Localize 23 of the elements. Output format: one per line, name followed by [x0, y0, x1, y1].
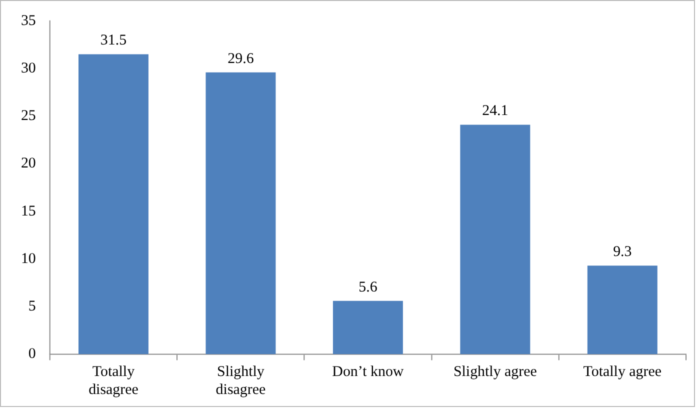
bar [587, 266, 658, 354]
bar [78, 54, 148, 354]
bar [206, 72, 276, 354]
y-tick-label: 30 [20, 60, 36, 76]
y-tick-label: 15 [20, 203, 36, 220]
y-tick-label: 10 [20, 250, 36, 267]
data-label: 29.6 [228, 50, 254, 67]
y-tick-label: 20 [20, 156, 36, 172]
x-tick-label: Totally agree [583, 364, 662, 380]
data-label: 9.3 [613, 244, 632, 260]
data-label: 24.1 [482, 103, 508, 120]
y-tick-label: 35 [20, 12, 36, 29]
y-tick-label: 25 [20, 108, 36, 124]
y-tick-label: 5 [28, 298, 36, 315]
bar [460, 124, 530, 354]
bar [332, 300, 403, 354]
x-tick-label: Totally disagree [88, 364, 139, 398]
x-tick-label: Slightly disagree [216, 364, 266, 398]
x-tick-label: Don’t know [332, 364, 404, 380]
y-tick-label: 0 [28, 346, 36, 362]
data-label: 31.5 [100, 32, 127, 49]
x-tick-label: Slightly agree [453, 364, 538, 380]
data-label: 5.6 [358, 279, 378, 296]
